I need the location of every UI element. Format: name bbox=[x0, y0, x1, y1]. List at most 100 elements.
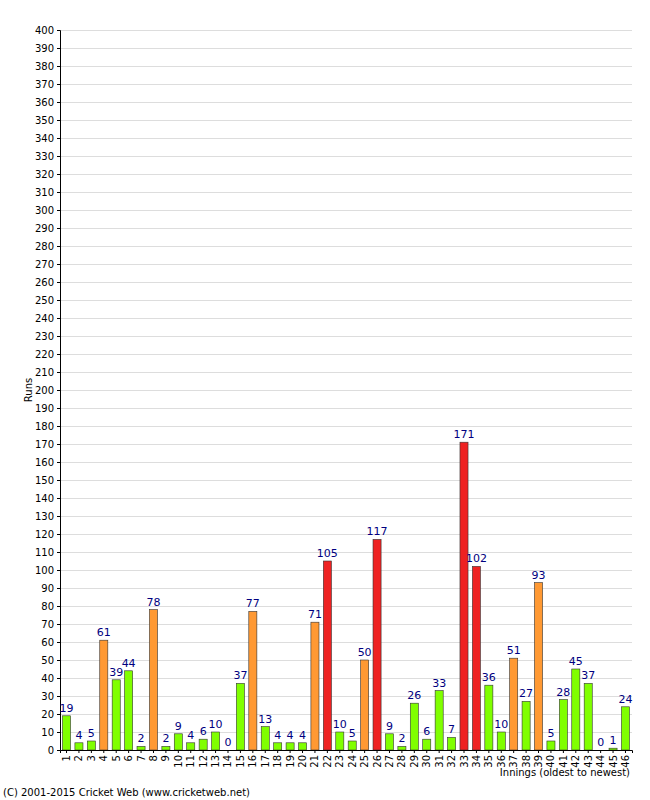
y-tick-label: 170 bbox=[35, 439, 54, 450]
data-label: 77 bbox=[246, 597, 260, 610]
chart: 0102030405060708090100110120130140150160… bbox=[0, 0, 650, 800]
x-tick: 18 bbox=[272, 750, 283, 768]
bar bbox=[398, 746, 406, 750]
y-tick-label: 30 bbox=[41, 691, 54, 702]
y-tick: 40 bbox=[41, 673, 60, 684]
x-tick-mark bbox=[588, 750, 589, 753]
grid-line bbox=[60, 570, 632, 571]
y-tick-mark bbox=[57, 516, 60, 517]
y-tick-mark bbox=[57, 246, 60, 247]
data-label: 10 bbox=[333, 718, 347, 731]
bar bbox=[621, 707, 629, 750]
y-tick-label: 360 bbox=[35, 97, 54, 108]
y-tick-mark bbox=[57, 750, 60, 751]
x-tick-label: 41 bbox=[558, 755, 569, 768]
y-tick-label: 150 bbox=[35, 475, 54, 486]
data-label: 45 bbox=[569, 655, 583, 668]
bar bbox=[137, 746, 145, 750]
data-labels: 1945613944278294610037771344471105105501… bbox=[60, 428, 633, 749]
grid-line bbox=[60, 588, 632, 589]
x-tick: 38 bbox=[521, 750, 532, 768]
y-tick-label: 110 bbox=[35, 547, 54, 558]
y-tick-mark bbox=[57, 30, 60, 31]
y-tick-mark bbox=[57, 336, 60, 337]
y-tick: 100 bbox=[35, 565, 60, 576]
x-tick: 16 bbox=[247, 750, 258, 768]
grid-line bbox=[60, 318, 632, 319]
x-tick: 45 bbox=[608, 750, 619, 768]
x-tick: 25 bbox=[359, 750, 370, 768]
bar bbox=[311, 622, 319, 750]
x-tick-mark bbox=[78, 750, 79, 753]
data-label: 44 bbox=[122, 657, 136, 670]
y-tick-mark bbox=[57, 534, 60, 535]
data-label: 4 bbox=[187, 729, 194, 742]
y-tick: 330 bbox=[35, 151, 60, 162]
x-tick-label: 30 bbox=[421, 755, 432, 768]
bar bbox=[75, 743, 83, 750]
y-tick-label: 280 bbox=[35, 241, 54, 252]
y-tick-label: 220 bbox=[35, 349, 54, 360]
y-tick: 360 bbox=[35, 97, 60, 108]
x-tick-mark bbox=[314, 750, 315, 753]
y-tick-label: 400 bbox=[35, 25, 54, 36]
grid-line bbox=[60, 120, 632, 121]
data-label: 102 bbox=[466, 552, 487, 565]
grid-line bbox=[60, 246, 632, 247]
x-tick-mark bbox=[439, 750, 440, 753]
y-tick: 90 bbox=[41, 583, 60, 594]
bar bbox=[534, 583, 542, 750]
x-tick: 41 bbox=[558, 750, 569, 768]
x-tick-mark bbox=[290, 750, 291, 753]
bar bbox=[472, 566, 480, 750]
bar bbox=[423, 739, 431, 750]
x-tick-mark bbox=[178, 750, 179, 753]
y-tick: 80 bbox=[41, 601, 60, 612]
y-tick-mark bbox=[57, 678, 60, 679]
data-label: 37 bbox=[233, 669, 247, 682]
y-tick: 190 bbox=[35, 403, 60, 414]
x-tick-mark bbox=[265, 750, 266, 753]
bar bbox=[112, 680, 120, 750]
y-tick-label: 200 bbox=[35, 385, 54, 396]
x-tick-mark bbox=[613, 750, 614, 753]
x-tick-mark bbox=[389, 750, 390, 753]
data-label: 1 bbox=[610, 734, 617, 747]
data-label: 9 bbox=[386, 720, 393, 733]
x-tick: 30 bbox=[421, 750, 432, 768]
x-axis: 1234567891011121314151617181920212223242… bbox=[61, 750, 633, 768]
x-tick-label: 46 bbox=[620, 755, 631, 768]
x-tick-label: 12 bbox=[198, 755, 209, 768]
data-label: 6 bbox=[200, 725, 207, 738]
y-axis: 0102030405060708090100110120130140150160… bbox=[35, 25, 61, 756]
x-tick: 39 bbox=[533, 750, 544, 768]
y-tick-mark bbox=[57, 444, 60, 445]
data-label: 2 bbox=[138, 732, 145, 745]
x-tick-label: 25 bbox=[359, 755, 370, 768]
y-tick: 50 bbox=[41, 655, 60, 666]
y-tick: 380 bbox=[35, 61, 60, 72]
y-tick: 20 bbox=[41, 709, 60, 720]
x-tick-mark bbox=[116, 750, 117, 753]
y-tick-mark bbox=[57, 372, 60, 373]
grid-line bbox=[60, 714, 632, 715]
y-tick: 290 bbox=[35, 223, 60, 234]
data-label: 4 bbox=[299, 729, 306, 742]
bar bbox=[336, 732, 344, 750]
bar bbox=[448, 737, 456, 750]
y-tick-label: 350 bbox=[35, 115, 54, 126]
data-label: 4 bbox=[75, 729, 82, 742]
y-tick-mark bbox=[57, 624, 60, 625]
x-tick-mark bbox=[203, 750, 204, 753]
grid-line bbox=[60, 552, 632, 553]
grid-line bbox=[60, 480, 632, 481]
y-tick-label: 380 bbox=[35, 61, 54, 72]
y-tick-label: 0 bbox=[48, 745, 54, 756]
grid-line bbox=[60, 156, 632, 157]
x-tick-mark bbox=[165, 750, 166, 753]
data-label: 37 bbox=[581, 669, 595, 682]
y-tick: 370 bbox=[35, 79, 60, 90]
grid-line bbox=[60, 354, 632, 355]
y-tick-mark bbox=[57, 174, 60, 175]
x-tick: 29 bbox=[409, 750, 420, 768]
